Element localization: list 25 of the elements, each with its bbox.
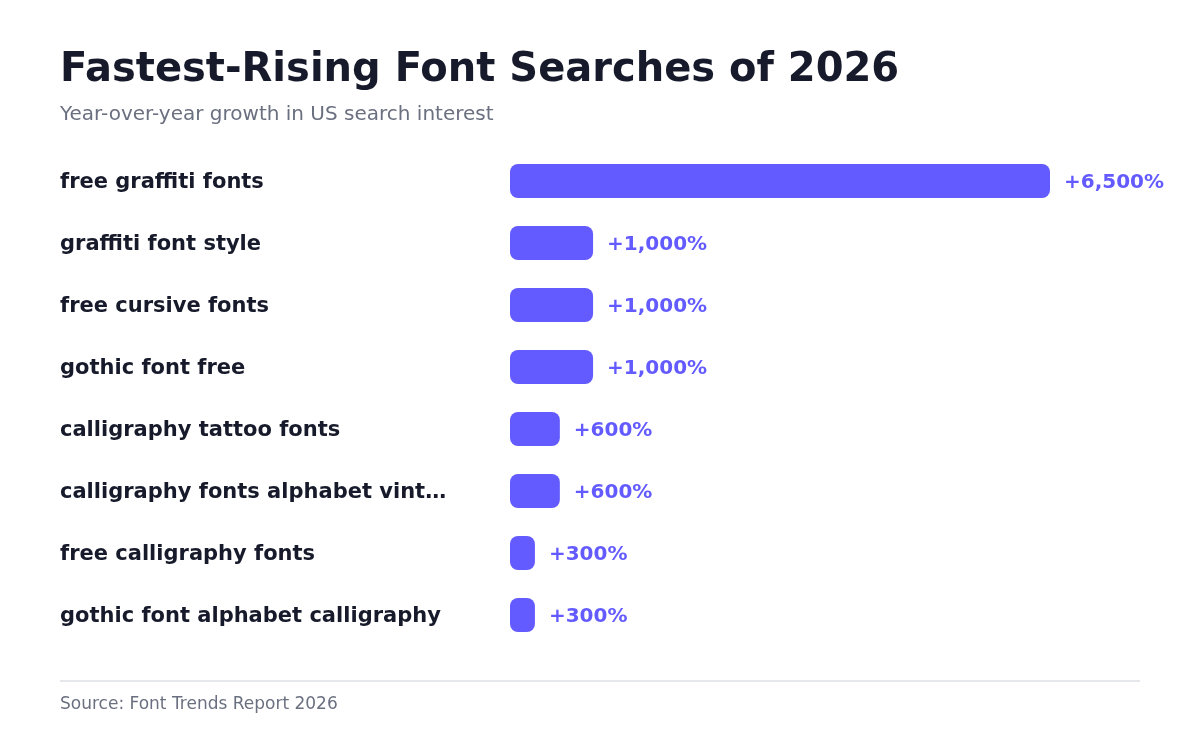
y-tick-label: free cursive fonts: [60, 293, 270, 317]
bar: [510, 164, 1050, 198]
data-label: +6,500%: [1064, 169, 1165, 193]
bar: [510, 474, 560, 508]
chart-title: Fastest-Rising Font Searches of 2026: [60, 44, 900, 90]
data-label: +1,000%: [607, 231, 708, 255]
y-tick-label: free calligraphy fonts: [60, 541, 316, 565]
bar: [510, 226, 594, 260]
y-tick-label: free graffiti fonts: [60, 169, 264, 193]
source-note: Source: Font Trends Report 2026: [60, 693, 338, 713]
data-label: +300%: [548, 603, 628, 627]
bar: [510, 412, 560, 446]
data-label: +1,000%: [607, 293, 708, 317]
bar: [510, 288, 594, 322]
y-tick-label: graffiti font style: [60, 231, 262, 255]
text: Year-over-year growth in US search interest: [60, 101, 494, 125]
y-tick-label: gothic font free: [60, 355, 246, 379]
y-tick-label: calligraphy fonts alphabet vint…: [60, 479, 447, 503]
data-label: +300%: [548, 541, 628, 565]
data-label: +600%: [573, 417, 653, 441]
bar: [510, 350, 594, 384]
data-label: +600%: [573, 479, 653, 503]
data-label: +1,000%: [607, 355, 708, 379]
y-tick-label: calligraphy tattoo fonts: [60, 417, 341, 441]
y-tick-label: gothic font alphabet calligraphy: [60, 603, 442, 627]
